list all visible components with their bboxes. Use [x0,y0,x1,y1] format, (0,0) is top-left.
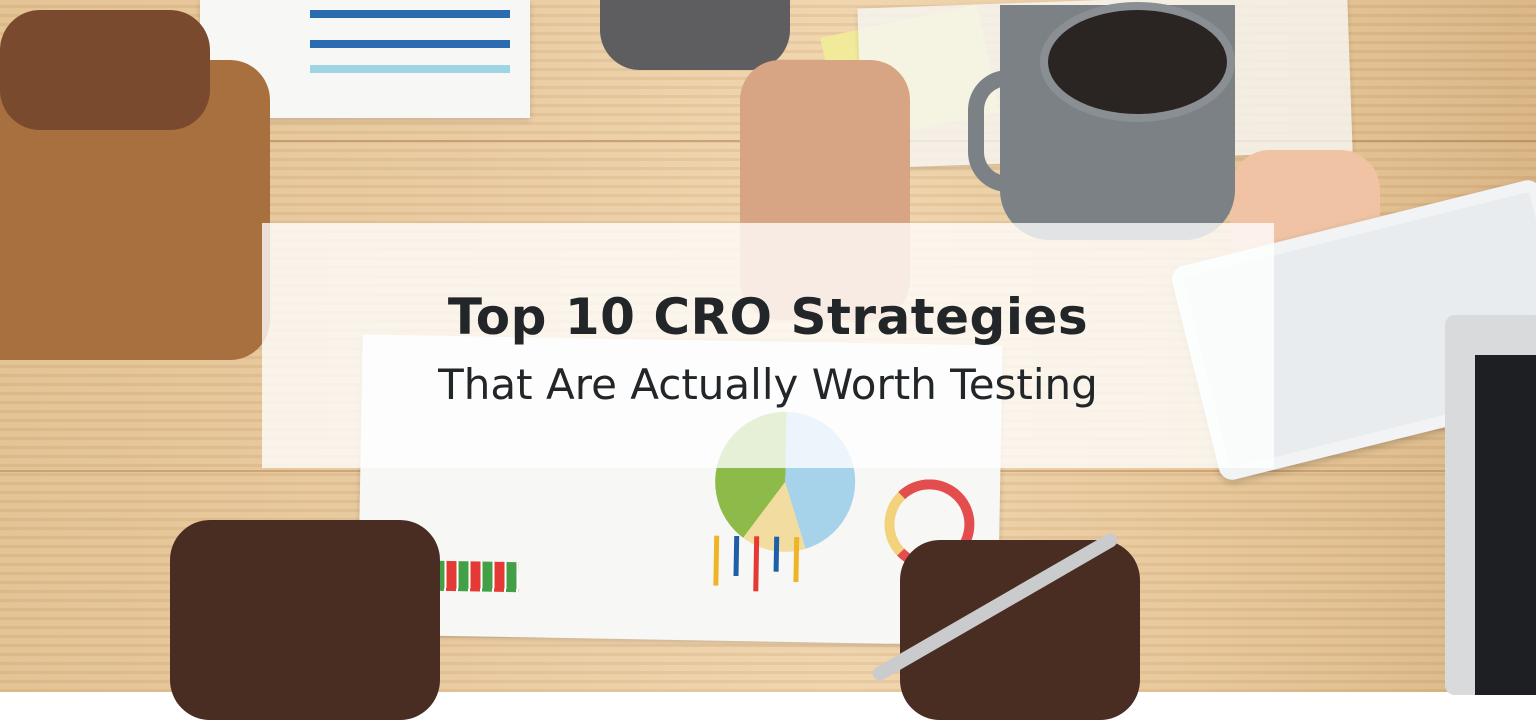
hand-bottom-left [170,520,440,720]
banner-title: Top 10 CRO Strategies [447,288,1089,346]
banner-subtitle: That Are Actually Worth Testing [438,360,1098,409]
sleeve-top [600,0,790,70]
laptop [1445,315,1536,695]
hand-bottom-right [900,540,1140,720]
mug-handle [968,70,1054,192]
title-overlay: Top 10 CRO Strategies That Are Actually … [262,223,1274,468]
coffee [1040,2,1235,122]
hand-top-left [0,10,210,130]
